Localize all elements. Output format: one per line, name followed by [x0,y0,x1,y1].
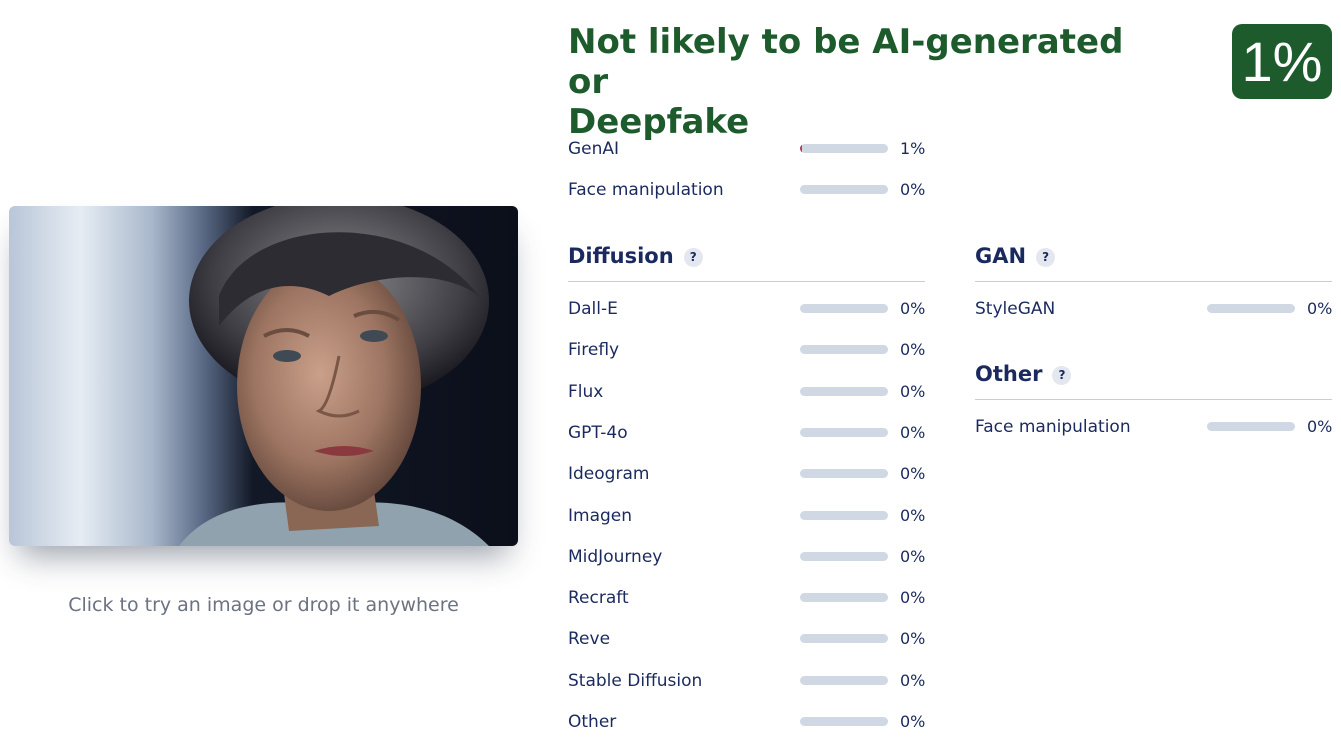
diffusion-row: Other 0% [568,710,928,734]
help-icon[interactable]: ? [1036,248,1056,267]
diffusion-row: MidJourney 0% [568,545,928,569]
diffusion-row: Dall-E 0% [568,297,928,321]
row-percentage: 0% [900,180,926,199]
row-percentage: 0% [900,464,926,483]
row-label: Imagen [568,506,633,526]
diffusion-section-title: Diffusion? [568,242,703,270]
help-icon[interactable]: ? [683,248,703,267]
verdict-title: Not likely to be AI-generated or Deepfak… [568,22,1168,142]
progress-bar [800,552,888,561]
row-percentage: 1% [900,139,926,158]
row-label: Reve [568,629,611,649]
overall-score-badge: 1% [1232,24,1332,99]
portrait-illustration [179,206,489,546]
section-title-text: Other [975,362,1043,386]
progress-bar [1207,422,1295,431]
verdict-line-2: Deepfake [568,102,750,142]
other-section-title: Other? [975,360,1072,388]
row-label: MidJourney [568,547,663,567]
diffusion-row: Flux 0% [568,380,928,404]
row-label: GenAI [568,139,620,159]
section-divider [975,281,1332,282]
section-title-text: Diffusion [568,244,674,268]
row-percentage: 0% [900,340,926,359]
diffusion-row: Imagen 0% [568,504,928,528]
row-label: Dall-E [568,299,618,319]
summary-row-genai: GenAI 1% [568,137,928,161]
row-label: GPT-4o [568,423,628,443]
progress-bar [800,469,888,478]
row-percentage: 0% [900,299,926,318]
diffusion-row: Ideogram 0% [568,462,928,486]
verdict-line-1: Not likely to be AI-generated or [568,22,1124,102]
progress-bar [800,144,888,153]
row-label: StyleGAN [975,299,1056,319]
row-percentage: 0% [900,547,926,566]
row-percentage: 0% [900,382,926,401]
progress-bar [800,387,888,396]
progress-bar [800,717,888,726]
progress-bar [800,593,888,602]
diffusion-row: Recraft 0% [568,586,928,610]
row-percentage: 0% [900,671,926,690]
upload-area[interactable]: Click to try an image or drop it anywher… [0,0,527,747]
row-label: Recraft [568,588,629,608]
progress-bar [800,676,888,685]
row-percentage: 0% [1307,299,1333,318]
row-label: Face manipulation [975,417,1131,437]
row-label: Ideogram [568,464,650,484]
help-icon[interactable]: ? [1052,366,1072,385]
diffusion-row: Stable Diffusion 0% [568,669,928,693]
row-label: Flux [568,382,604,402]
upload-hint[interactable]: Click to try an image or drop it anywher… [68,594,459,616]
other-row-face-manipulation: Face manipulation 0% [975,415,1335,439]
diffusion-row: Firefly 0% [568,338,928,362]
progress-bar [800,304,888,313]
diffusion-row: Reve 0% [568,627,928,651]
section-divider [568,281,925,282]
section-divider [975,399,1332,400]
progress-bar [800,634,888,643]
progress-bar [800,428,888,437]
row-percentage: 0% [900,712,926,731]
row-percentage: 0% [900,423,926,442]
progress-bar [800,185,888,194]
row-label: Firefly [568,340,620,360]
progress-bar [800,345,888,354]
gan-row-stylegan: StyleGAN 0% [975,297,1335,321]
diffusion-row: GPT-4o 0% [568,421,928,445]
progress-bar [800,511,888,520]
row-percentage: 0% [900,588,926,607]
row-percentage: 0% [900,506,926,525]
row-label: Stable Diffusion [568,671,703,691]
progress-fill [800,144,802,153]
row-label: Other [568,712,617,732]
summary-row-face-manipulation: Face manipulation 0% [568,178,928,202]
gan-section-title: GAN? [975,242,1056,270]
row-percentage: 0% [900,629,926,648]
analyzed-image[interactable] [9,206,518,546]
progress-bar [1207,304,1295,313]
section-title-text: GAN [975,244,1027,268]
row-label: Face manipulation [568,180,724,200]
row-percentage: 0% [1307,417,1333,436]
